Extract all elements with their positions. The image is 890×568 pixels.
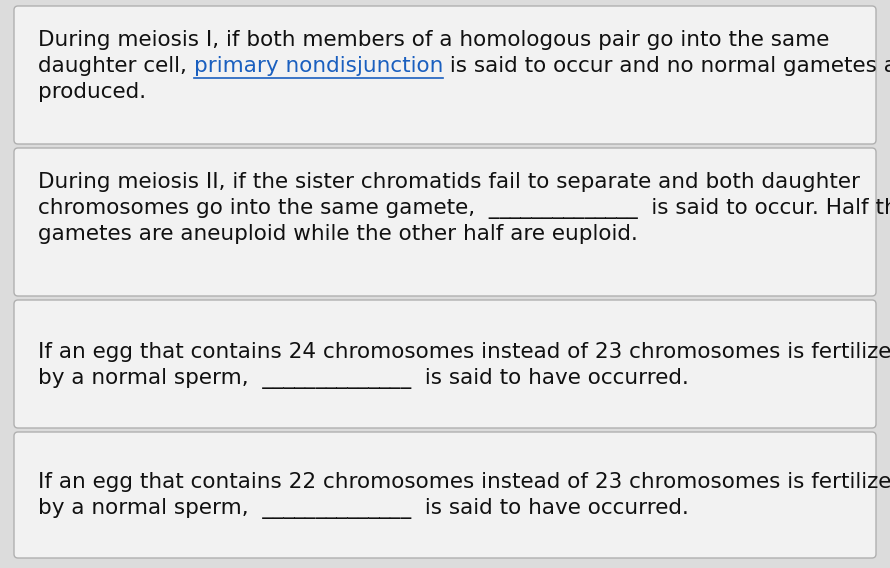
Text: is said to occur and no normal gametes are: is said to occur and no normal gametes a… xyxy=(443,56,890,76)
Text: primary nondisjunction: primary nondisjunction xyxy=(194,56,443,76)
FancyBboxPatch shape xyxy=(14,148,876,296)
Text: gametes are aneuploid while the other half are euploid.: gametes are aneuploid while the other ha… xyxy=(38,224,638,244)
Text: produced.: produced. xyxy=(38,82,146,102)
Text: If an egg that contains 24 chromosomes instead of 23 chromosomes is fertilized: If an egg that contains 24 chromosomes i… xyxy=(38,342,890,362)
FancyBboxPatch shape xyxy=(14,6,876,144)
FancyBboxPatch shape xyxy=(14,432,876,558)
Text: daughter cell,: daughter cell, xyxy=(38,56,194,76)
Text: During meiosis I, if both members of a homologous pair go into the same: During meiosis I, if both members of a h… xyxy=(38,30,829,50)
Text: by a normal sperm,  ______________  is said to have occurred.: by a normal sperm, ______________ is sai… xyxy=(38,368,689,389)
Text: If an egg that contains 22 chromosomes instead of 23 chromosomes is fertilized: If an egg that contains 22 chromosomes i… xyxy=(38,472,890,492)
Text: chromosomes go into the same gamete,  ______________  is said to occur. Half the: chromosomes go into the same gamete, ___… xyxy=(38,198,890,219)
Text: by a normal sperm,  ______________  is said to have occurred.: by a normal sperm, ______________ is sai… xyxy=(38,498,689,519)
FancyBboxPatch shape xyxy=(14,300,876,428)
Text: During meiosis II, if the sister chromatids fail to separate and both daughter: During meiosis II, if the sister chromat… xyxy=(38,172,860,192)
